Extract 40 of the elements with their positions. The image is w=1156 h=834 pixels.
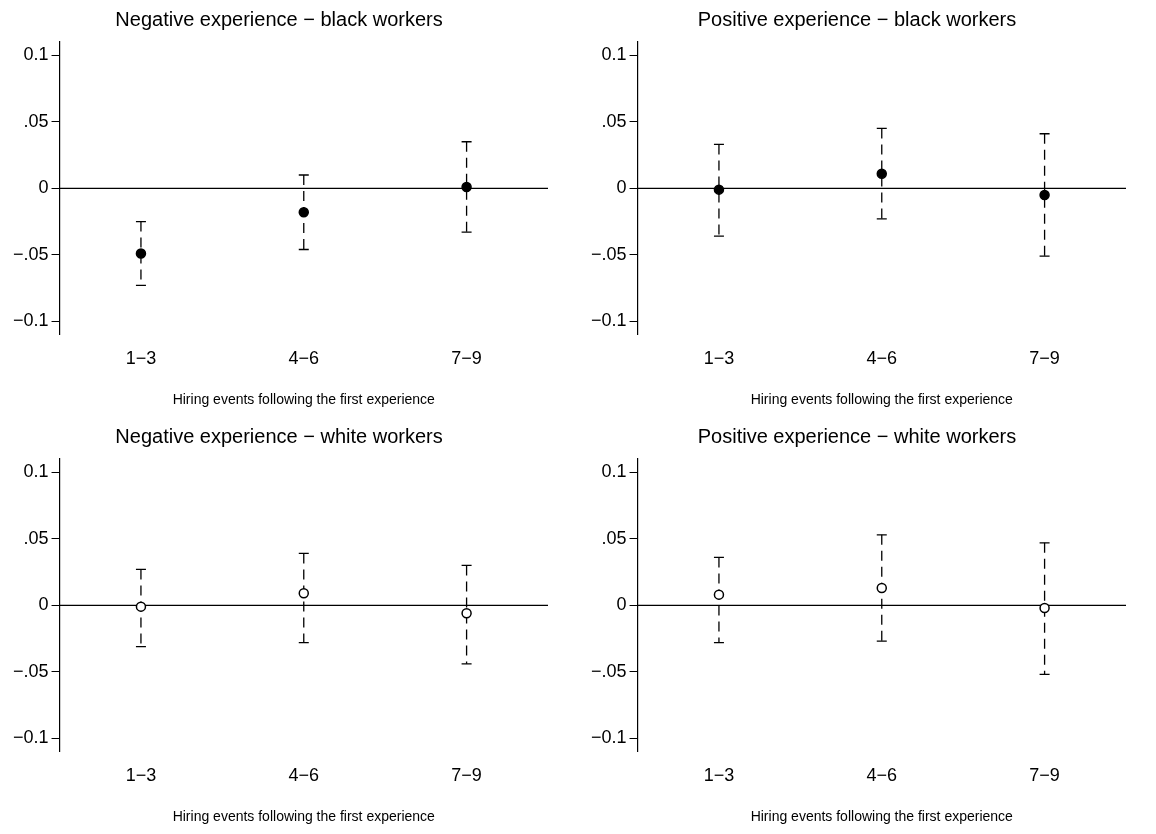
x-axis-title: Hiring events following the first experience (750, 391, 1014, 408)
chart-title: Negative experience − white workers (115, 424, 443, 447)
x-tick-label: 7−9 (1029, 348, 1060, 369)
x-axis-title: Hiring events following the first experience (172, 391, 436, 408)
y-tick-label: −.05 (12, 243, 49, 264)
x-tick-label: 7−9 (1029, 765, 1060, 786)
y-tick-label: .05 (23, 527, 49, 548)
y-tick-label: 0 (38, 177, 49, 198)
x-tick-label: 1−3 (125, 348, 157, 369)
y-tick-label: −0.1 (590, 727, 627, 748)
y-tick-label: 0.1 (23, 44, 49, 65)
y-tick-label: .05 (23, 110, 49, 131)
y-tick-label: −.05 (12, 660, 49, 681)
y-tick-label: −.05 (590, 660, 627, 681)
x-tick-label: 7−9 (451, 765, 482, 786)
x-tick-label: 4−6 (866, 765, 898, 786)
y-tick-label: 0 (616, 177, 627, 198)
x-tick-label: 4−6 (288, 348, 320, 369)
y-tick-label: −0.1 (12, 310, 49, 331)
y-tick-label: −0.1 (12, 727, 49, 748)
y-tick-label: 0.1 (601, 44, 627, 65)
x-tick-label: 1−3 (703, 348, 735, 369)
x-axis-title: Hiring events following the first experience (172, 808, 436, 825)
y-tick-label: 0.1 (23, 461, 49, 482)
y-tick-label: 0.1 (601, 461, 627, 482)
x-tick-label: 1−3 (703, 765, 735, 786)
x-tick-label: 1−3 (125, 765, 157, 786)
x-tick-label: 7−9 (451, 348, 482, 369)
y-tick-label: .05 (601, 110, 627, 131)
y-tick-label: 0 (616, 594, 627, 615)
y-tick-label: 0 (38, 594, 49, 615)
y-tick-label: −0.1 (590, 310, 627, 331)
y-tick-label: .05 (601, 527, 627, 548)
chart-title: Positive experience − black workers (697, 7, 1017, 30)
chart-title: Negative experience − black workers (115, 7, 443, 30)
y-tick-label: −.05 (590, 243, 627, 264)
chart-title: Positive experience − white workers (697, 424, 1017, 447)
x-tick-label: 4−6 (288, 765, 320, 786)
x-tick-label: 4−6 (866, 348, 898, 369)
x-axis-title: Hiring events following the first experience (750, 808, 1014, 825)
